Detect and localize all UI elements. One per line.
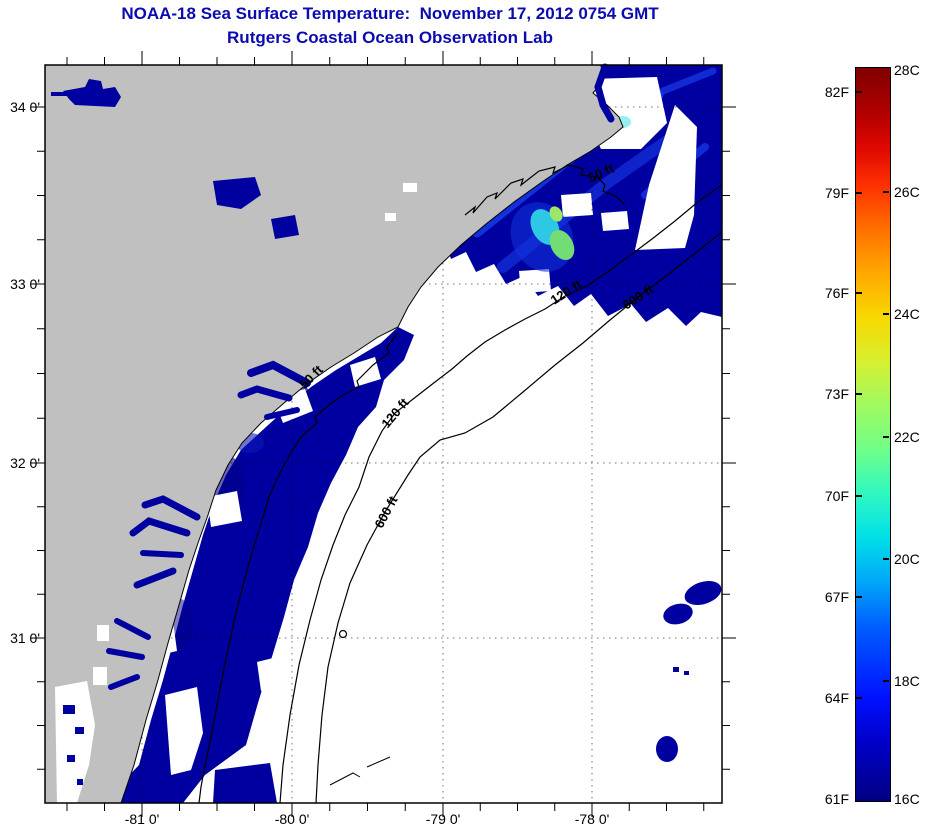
sst-coastal-band [110,327,414,803]
x-tick-label: -79 0' [425,811,461,827]
colorbar-fahrenheit-label: 70F [824,488,849,504]
x-tick-label: -78 0' [574,811,610,827]
colorbar-tick-c [883,680,889,682]
barrier-island-fragments [329,756,391,786]
colorbar-tick-f [856,596,862,598]
colorbar-celsius-label: 20C [894,551,920,567]
contour-120ft [279,184,723,804]
figure-title: NOAA-18 Sea Surface Temperature: Novembe… [121,4,659,23]
colorbar-celsius-label: 28C [894,62,920,78]
colorbar-tick-c [883,436,889,438]
colorbar-celsius-label: 22C [894,429,920,445]
colorbar-tick-c [883,191,889,193]
colorbar-tick-c [883,558,889,560]
figure-subtitle: Rutgers Coastal Ocean Observation Lab [227,28,553,47]
colorbar-fahrenheit-label: 61F [824,791,849,807]
colorbar-celsius-label: 26C [894,184,920,200]
colorbar-tick-f [856,393,862,395]
y-tick-label: 34 0' [10,99,40,115]
axis-ticks [31,51,736,817]
colorbar-tick-f [856,495,862,497]
depth-contours [198,164,723,804]
colorbar-celsius-label: 24C [894,306,920,322]
colorbar-tick-f [856,91,862,93]
inland-water-and-estuaries [51,63,615,803]
lakes [51,79,299,785]
contour-50ft-south [198,332,399,804]
contour-50ft-north [464,164,626,216]
colorbar-tick-f [856,192,862,194]
sst-warm-patches [510,116,631,272]
map-frame [44,64,723,804]
colorbar-fahrenheit-label: 73F [824,386,849,402]
estuary-fingers [106,63,615,690]
x-tick-label: -80 0' [274,811,310,827]
temperature-colorbar [855,67,891,802]
y-tick-label: 31 0' [10,630,40,646]
land-mass [44,64,624,804]
colorbar-fahrenheit-label: 64F [824,690,849,706]
sst-bottom-blob [213,763,277,803]
y-tick-label: 33 0' [10,276,40,292]
colorbar-tick-f [856,697,862,699]
y-tick-label: 32 0' [10,455,40,471]
colorbar-tick-f [856,292,862,294]
x-tick-label: -81 0' [124,811,160,827]
colorbar-tick-c [883,313,889,315]
map-plot-area [44,63,723,804]
colorbar-celsius-label: 18C [894,673,920,689]
colorbar-fahrenheit-label: 82F [824,84,849,100]
point-marker [338,629,348,639]
sst-isolated-patches [656,581,722,762]
colorbar-fahrenheit-label: 67F [824,589,849,605]
colorbar-fahrenheit-label: 76F [824,285,849,301]
contour-600ft [315,231,723,804]
colorbar-celsius-label: 16C [894,791,920,807]
colorbar-fahrenheit-label: 79F [824,185,849,201]
